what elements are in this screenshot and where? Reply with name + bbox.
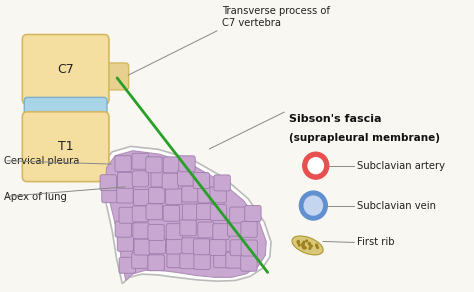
Circle shape <box>308 158 323 174</box>
FancyBboxPatch shape <box>210 205 227 220</box>
FancyBboxPatch shape <box>165 189 182 205</box>
FancyBboxPatch shape <box>146 204 163 220</box>
FancyBboxPatch shape <box>197 204 213 220</box>
Text: Subclavian vein: Subclavian vein <box>356 201 436 211</box>
FancyBboxPatch shape <box>133 190 150 205</box>
FancyBboxPatch shape <box>167 252 183 268</box>
FancyBboxPatch shape <box>241 240 257 256</box>
Text: Transverse process of
C7 vertebra: Transverse process of C7 vertebra <box>222 6 330 28</box>
FancyBboxPatch shape <box>100 175 117 191</box>
FancyBboxPatch shape <box>241 255 257 271</box>
Circle shape <box>316 244 318 246</box>
Text: T1: T1 <box>58 140 73 153</box>
Circle shape <box>298 242 300 244</box>
Circle shape <box>302 246 304 247</box>
Polygon shape <box>106 151 266 280</box>
FancyBboxPatch shape <box>132 252 148 268</box>
FancyBboxPatch shape <box>179 156 195 172</box>
FancyBboxPatch shape <box>177 170 194 186</box>
Polygon shape <box>101 146 271 284</box>
Circle shape <box>302 243 304 245</box>
Circle shape <box>316 245 318 246</box>
FancyBboxPatch shape <box>146 157 162 173</box>
FancyBboxPatch shape <box>226 252 242 268</box>
Circle shape <box>299 244 300 246</box>
FancyBboxPatch shape <box>193 173 210 189</box>
FancyBboxPatch shape <box>180 220 196 236</box>
FancyBboxPatch shape <box>133 223 149 239</box>
FancyBboxPatch shape <box>148 225 164 240</box>
FancyBboxPatch shape <box>214 175 230 191</box>
FancyBboxPatch shape <box>180 253 196 269</box>
FancyBboxPatch shape <box>198 187 214 203</box>
FancyBboxPatch shape <box>115 221 131 237</box>
FancyBboxPatch shape <box>149 238 165 254</box>
Circle shape <box>304 196 322 215</box>
FancyBboxPatch shape <box>132 206 148 222</box>
Text: Sibson's fascia: Sibson's fascia <box>289 114 382 124</box>
FancyBboxPatch shape <box>182 238 198 254</box>
Circle shape <box>297 241 299 243</box>
FancyBboxPatch shape <box>132 171 149 187</box>
FancyBboxPatch shape <box>166 224 182 240</box>
FancyBboxPatch shape <box>163 157 180 173</box>
Text: C7: C7 <box>57 63 74 76</box>
Circle shape <box>297 241 299 242</box>
Text: Cervical pleura: Cervical pleura <box>4 156 79 166</box>
FancyBboxPatch shape <box>210 187 226 203</box>
FancyBboxPatch shape <box>101 63 128 90</box>
FancyBboxPatch shape <box>193 239 210 255</box>
Circle shape <box>301 244 303 245</box>
Text: First rib: First rib <box>356 237 394 247</box>
FancyBboxPatch shape <box>166 238 182 254</box>
FancyBboxPatch shape <box>245 206 261 221</box>
Circle shape <box>309 243 310 244</box>
Circle shape <box>303 247 305 249</box>
Text: Apex of lung: Apex of lung <box>4 192 66 201</box>
FancyBboxPatch shape <box>24 97 107 117</box>
FancyBboxPatch shape <box>117 235 134 251</box>
FancyBboxPatch shape <box>117 187 133 203</box>
Text: Subclavian artery: Subclavian artery <box>356 161 445 171</box>
FancyBboxPatch shape <box>162 173 179 189</box>
FancyBboxPatch shape <box>163 205 180 221</box>
FancyBboxPatch shape <box>228 220 244 236</box>
Circle shape <box>303 152 329 179</box>
FancyBboxPatch shape <box>119 257 136 273</box>
Circle shape <box>310 245 312 247</box>
Circle shape <box>302 194 324 217</box>
Circle shape <box>310 245 312 247</box>
FancyBboxPatch shape <box>230 240 246 256</box>
Circle shape <box>317 247 319 248</box>
FancyBboxPatch shape <box>241 221 257 237</box>
Text: (suprapleural membrane): (suprapleural membrane) <box>289 133 440 143</box>
Circle shape <box>300 191 327 220</box>
FancyBboxPatch shape <box>148 255 164 271</box>
Circle shape <box>303 241 305 243</box>
Circle shape <box>304 247 306 249</box>
FancyBboxPatch shape <box>182 186 198 202</box>
Circle shape <box>306 240 308 242</box>
FancyBboxPatch shape <box>22 112 109 182</box>
Circle shape <box>303 246 305 248</box>
FancyBboxPatch shape <box>134 239 150 255</box>
FancyBboxPatch shape <box>151 171 167 187</box>
FancyBboxPatch shape <box>115 156 131 172</box>
FancyBboxPatch shape <box>132 153 148 169</box>
FancyBboxPatch shape <box>210 239 226 256</box>
FancyBboxPatch shape <box>119 207 136 223</box>
Circle shape <box>309 248 311 249</box>
FancyBboxPatch shape <box>214 252 230 268</box>
FancyBboxPatch shape <box>198 222 214 238</box>
FancyBboxPatch shape <box>118 172 134 188</box>
Ellipse shape <box>292 236 323 255</box>
FancyBboxPatch shape <box>182 204 199 220</box>
FancyBboxPatch shape <box>148 187 165 204</box>
FancyBboxPatch shape <box>102 187 118 203</box>
Circle shape <box>308 243 310 245</box>
FancyBboxPatch shape <box>22 34 109 104</box>
FancyBboxPatch shape <box>194 253 210 270</box>
FancyBboxPatch shape <box>230 207 246 223</box>
FancyBboxPatch shape <box>213 224 229 240</box>
